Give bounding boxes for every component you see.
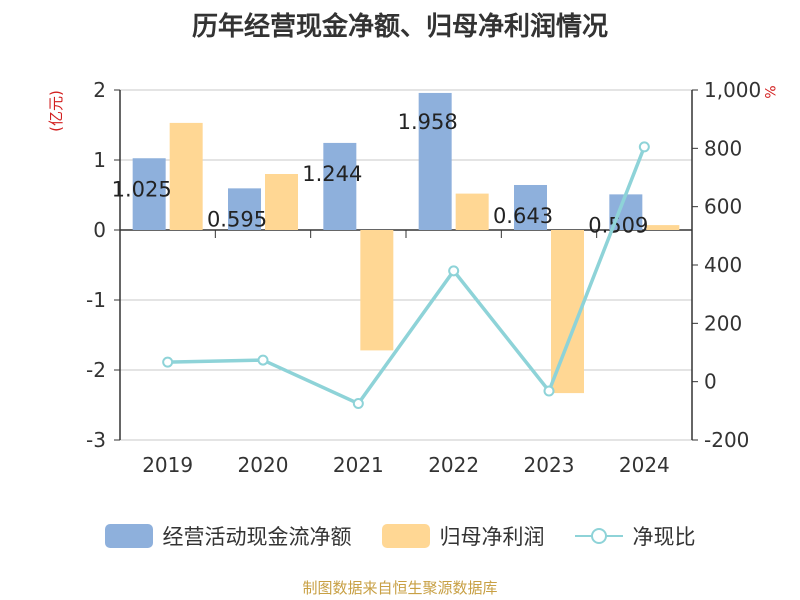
bar-profit [455, 193, 489, 230]
data-label-cash: 0.595 [207, 207, 267, 231]
right-tick-label: 200 [704, 311, 742, 335]
ratio-point [162, 356, 174, 368]
chart-title: 历年经营现金净额、归母净利润情况 [191, 12, 608, 42]
chart-legend: 经营活动现金流净额 归母净利润 净现比 [0, 518, 800, 554]
category-label: 2022 [428, 453, 479, 477]
data-label-cash: 0.643 [493, 204, 553, 228]
right-tick-label: 0 [704, 370, 717, 394]
ratio-point [543, 385, 555, 397]
legend-label-profit: 归母净利润 [439, 525, 545, 549]
bar-profit [360, 230, 394, 351]
category-label: 2023 [524, 453, 575, 477]
bar-profit [646, 225, 680, 230]
ratio-point [352, 398, 364, 410]
left-tick-label: -1 [86, 288, 106, 312]
data-label-cash: 1.244 [302, 162, 362, 186]
bar-profit [169, 122, 203, 230]
category-label: 2024 [619, 453, 670, 477]
bar-cash [228, 188, 261, 230]
left-tick-label: 2 [93, 78, 106, 102]
right-tick-label: -200 [704, 428, 749, 452]
right-tick-label: 400 [704, 253, 742, 277]
right-tick-label: 1,000 [704, 78, 761, 102]
left-tick-label: -3 [86, 428, 106, 452]
legend-swatch-ratio [574, 524, 623, 548]
data-label-cash: 1.025 [112, 177, 172, 201]
legend-item-ratio[interactable]: 净现比 [574, 521, 696, 551]
right-tick-label: 600 [704, 195, 742, 219]
category-label: 2021 [333, 453, 384, 477]
ratio-line [167, 146, 646, 406]
legend-swatch-profit [381, 524, 430, 548]
left-tick-label: -2 [86, 358, 106, 382]
left-tick-label: 0 [93, 218, 106, 242]
category-label: 2020 [238, 453, 289, 477]
data-label-cash: 1.958 [398, 110, 458, 134]
ratio-point [638, 141, 650, 153]
bar-profit [265, 174, 298, 230]
bar-cash [514, 184, 547, 230]
legend-item-cash[interactable]: 经营活动现金流净额 [104, 521, 352, 551]
source-note: 制图数据来自恒生聚源数据库 [302, 579, 498, 597]
bar-cash [323, 142, 357, 230]
left-tick-label: 1 [93, 148, 106, 172]
right-tick-label: 800 [704, 136, 742, 160]
bar-cash [132, 158, 166, 230]
legend-item-profit[interactable]: 归母净利润 [381, 521, 545, 551]
legend-label-cash: 经营活动现金流净额 [162, 525, 352, 549]
ratio-point [257, 354, 269, 366]
legend-label-ratio: 净现比 [632, 525, 696, 549]
legend-swatch-cash [104, 524, 153, 548]
category-label: 2019 [142, 453, 193, 477]
ratio-point [448, 265, 460, 277]
bar-cash [418, 92, 452, 230]
